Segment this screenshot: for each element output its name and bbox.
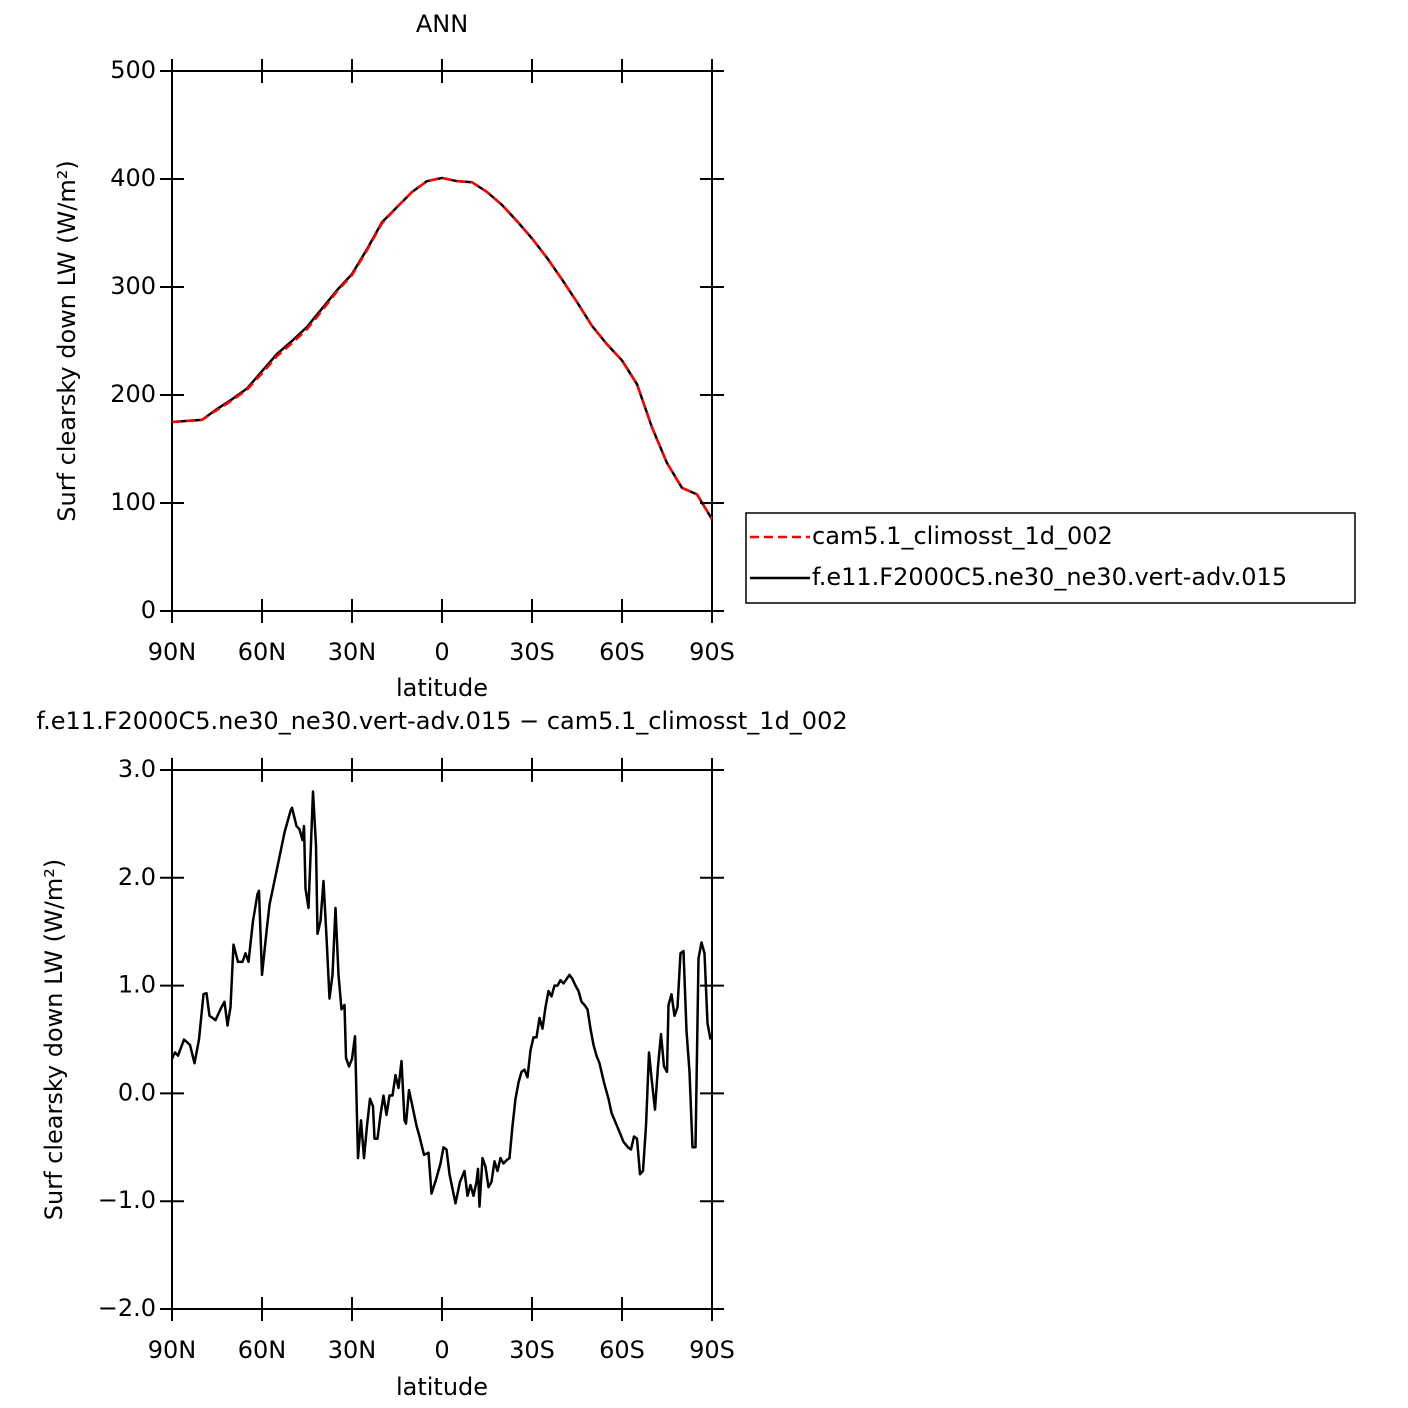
x-tick-label: 60N	[238, 638, 287, 666]
chart-title: f.e11.F2000C5.ne30_ne30.vert-adv.015 − c…	[36, 707, 847, 735]
y-tick-label: −1.0	[98, 1186, 156, 1214]
y-tick-label: 2.0	[118, 863, 156, 891]
x-tick-label: 30S	[509, 1336, 555, 1364]
x-tick-label: 90S	[689, 638, 735, 666]
plot-frame	[171, 769, 713, 1310]
legend-label: cam5.1_climosst_1d_002	[812, 522, 1113, 550]
y-tick-label: 0.0	[118, 1078, 156, 1106]
y-tick-label: 200	[110, 380, 156, 408]
plot-frame	[171, 70, 713, 612]
x-axis-label: latitude	[396, 674, 488, 702]
x-tick-label: 30N	[328, 638, 377, 666]
y-axis-label: Surf clearsky down LW (W/m²)	[40, 859, 68, 1220]
chart-title: ANN	[416, 10, 468, 38]
x-tick-label: 90N	[148, 638, 197, 666]
x-tick-label: 60S	[599, 1336, 645, 1364]
y-tick-label: 100	[110, 488, 156, 516]
y-tick-label: 0	[141, 596, 156, 624]
y-axis-label: Surf clearsky down LW (W/m²)	[53, 160, 81, 521]
data-line	[171, 176, 714, 520]
y-tick-label: 500	[110, 56, 156, 84]
data-line	[170, 790, 712, 1208]
legend-box	[745, 512, 1356, 604]
data-line	[171, 176, 714, 520]
x-tick-label: 0	[434, 638, 449, 666]
y-tick-label: 300	[110, 272, 156, 300]
y-tick-label: 400	[110, 164, 156, 192]
x-tick-label: 60S	[599, 638, 645, 666]
y-tick-label: −2.0	[98, 1294, 156, 1322]
x-axis-label: latitude	[396, 1373, 488, 1401]
x-tick-label: 90N	[148, 1336, 197, 1364]
x-tick-label: 30S	[509, 638, 555, 666]
x-tick-label: 60N	[238, 1336, 287, 1364]
legend-label: f.e11.F2000C5.ne30_ne30.vert-adv.015	[812, 563, 1287, 591]
x-tick-label: 30N	[328, 1336, 377, 1364]
x-tick-label: 0	[434, 1336, 449, 1364]
y-tick-label: 1.0	[118, 971, 156, 999]
y-tick-label: 3.0	[118, 755, 156, 783]
x-tick-label: 90S	[689, 1336, 735, 1364]
